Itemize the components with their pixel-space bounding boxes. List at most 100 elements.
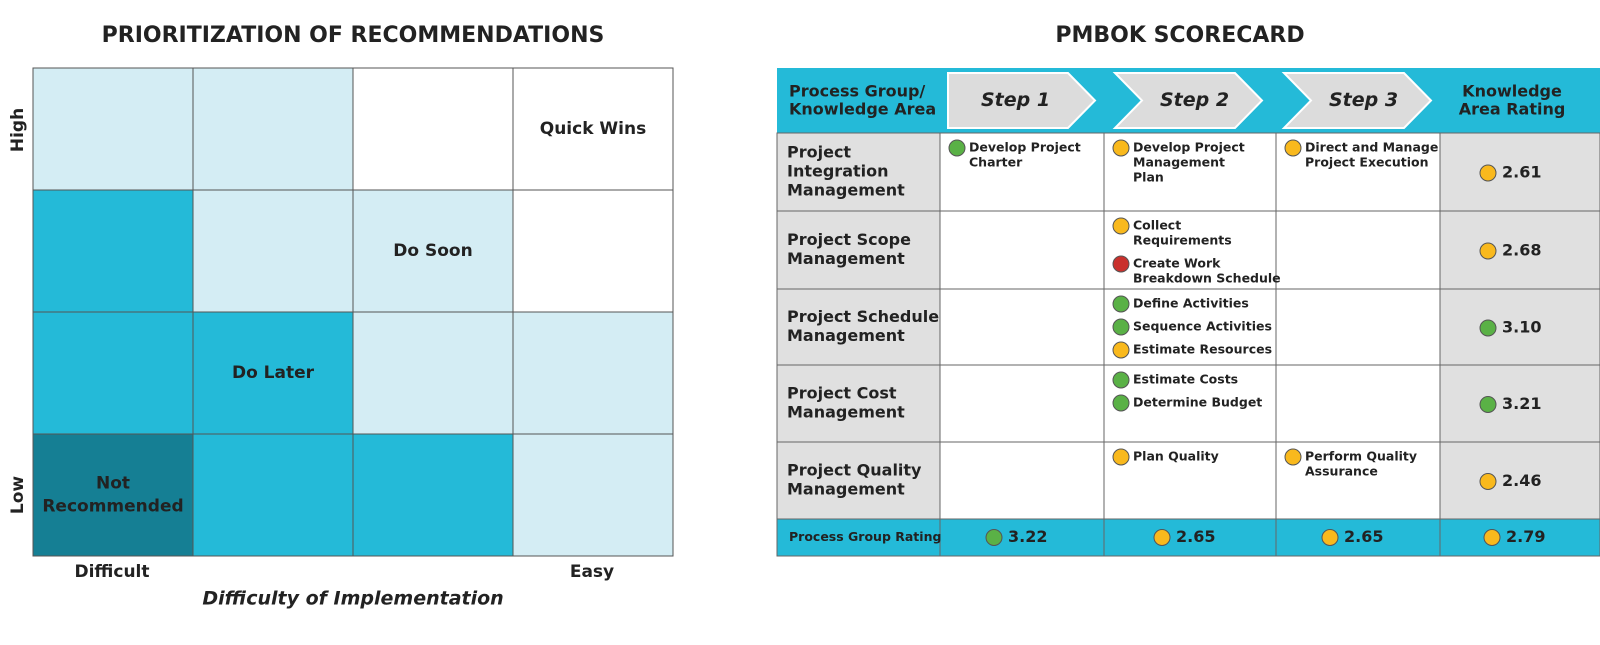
process-name: Plan — [1133, 170, 1164, 185]
step-cell — [1103, 132, 1277, 212]
step-chevron — [1281, 72, 1433, 129]
matrix-cell — [192, 433, 354, 557]
matrix-cell — [352, 433, 514, 557]
rating-cell — [1439, 288, 1600, 366]
area-rating: 2.46 — [1502, 471, 1541, 490]
process-name: Develop Project — [969, 140, 1081, 155]
row-name: Management — [787, 480, 905, 499]
matrix-cell — [512, 311, 674, 435]
step-cell — [1103, 441, 1277, 520]
step-cell — [939, 210, 1105, 290]
step-label: Step 3 — [1329, 89, 1398, 111]
status-dot — [1321, 529, 1339, 546]
step-cell — [939, 288, 1105, 366]
status-dot — [1112, 255, 1130, 273]
process-name: Estimate Resources — [1133, 342, 1272, 357]
x-axis-title: Difficulty of Implementation — [202, 588, 503, 610]
matrix-cell — [192, 311, 354, 435]
matrix-cell — [32, 67, 194, 191]
row-name-cell — [776, 132, 941, 212]
group-rating: 2.65 — [1344, 527, 1383, 546]
footer-label: Process Group Rating — [789, 529, 941, 544]
step-cell — [1103, 210, 1277, 290]
step-cell — [1103, 364, 1277, 443]
step-label: Step 2 — [1160, 89, 1229, 111]
row-name-cell — [776, 364, 941, 443]
matrix-cell — [32, 311, 194, 435]
matrix-cell — [192, 67, 354, 191]
process-name: Determine Budget — [1133, 395, 1262, 410]
row-name: Integration — [787, 162, 889, 181]
status-dot — [1112, 217, 1130, 235]
process-name: Project Execution — [1305, 155, 1429, 170]
rating-cell — [1439, 210, 1600, 290]
cell-label: Do Soon — [393, 241, 472, 261]
header-text: Process Group/ — [789, 82, 925, 101]
step-cell — [1275, 210, 1441, 290]
step-cell — [1275, 441, 1441, 520]
status-dot — [1112, 371, 1130, 389]
cell-label: Not — [96, 474, 130, 494]
status-dot — [1112, 394, 1130, 412]
x-difficult-label: Difficult — [74, 562, 149, 582]
y-low-label: Low — [8, 476, 28, 515]
footer-row — [776, 518, 1600, 557]
step-cell — [939, 441, 1105, 520]
step-cell — [1275, 288, 1441, 366]
status-dot — [1479, 242, 1497, 260]
group-rating: 3.22 — [1008, 527, 1047, 546]
status-dot — [1479, 396, 1497, 413]
row-name: Management — [787, 326, 905, 345]
rating-cell — [1439, 132, 1600, 212]
status-dot — [1112, 295, 1130, 313]
matrix-cell — [512, 189, 674, 313]
process-name: Plan Quality — [1133, 449, 1219, 464]
header-text: Knowledge — [1462, 82, 1562, 101]
step-cell — [939, 364, 1105, 443]
process-name: Direct and Manage — [1305, 140, 1438, 155]
process-name: Charter — [969, 155, 1023, 170]
y-high-label: High — [8, 108, 28, 152]
process-name: Sequence Activities — [1133, 319, 1272, 334]
step-cell — [1275, 364, 1441, 443]
status-dot — [1479, 319, 1497, 337]
status-dot — [948, 139, 966, 157]
process-name: Collect — [1133, 218, 1181, 233]
status-dot — [1112, 448, 1130, 466]
status-dot — [1483, 529, 1501, 546]
process-name: Define Activities — [1133, 296, 1249, 311]
row-name: Management — [787, 181, 905, 200]
row-name: Project — [787, 143, 851, 162]
matrix-cell — [32, 189, 194, 313]
matrix-cell — [352, 67, 514, 191]
process-name: Estimate Costs — [1133, 372, 1238, 387]
matrix-cell — [352, 311, 514, 435]
status-dot — [985, 529, 1003, 546]
row-name: Project Cost — [787, 384, 897, 403]
process-name: Breakdown Schedule — [1133, 271, 1281, 286]
matrix-cell — [32, 433, 194, 557]
process-name: Create Work — [1133, 256, 1221, 271]
status-dot — [1284, 139, 1302, 157]
status-dot — [1284, 448, 1302, 466]
group-rating: 2.65 — [1176, 527, 1215, 546]
process-name: Perform Quality — [1305, 449, 1417, 464]
area-rating: 3.10 — [1502, 318, 1541, 337]
matrix-title: PRIORITIZATION OF RECOMMENDATIONS — [102, 23, 605, 48]
step-cell — [1275, 132, 1441, 212]
matrix-cell — [192, 189, 354, 313]
matrix-cell — [352, 189, 514, 313]
row-name-cell — [776, 210, 941, 290]
status-dot — [1153, 529, 1171, 546]
rating-cell — [1439, 364, 1600, 443]
process-name: Management — [1133, 155, 1225, 170]
area-rating: 2.61 — [1502, 163, 1541, 182]
group-rating: 2.79 — [1506, 527, 1545, 546]
x-easy-label: Easy — [570, 562, 614, 582]
step-label: Step 1 — [981, 89, 1050, 111]
process-name: Requirements — [1133, 233, 1232, 248]
header-text: Area Rating — [1459, 100, 1566, 119]
row-name: Project Scope — [787, 230, 911, 249]
rating-cell — [1439, 441, 1600, 520]
area-rating: 3.21 — [1502, 394, 1541, 413]
